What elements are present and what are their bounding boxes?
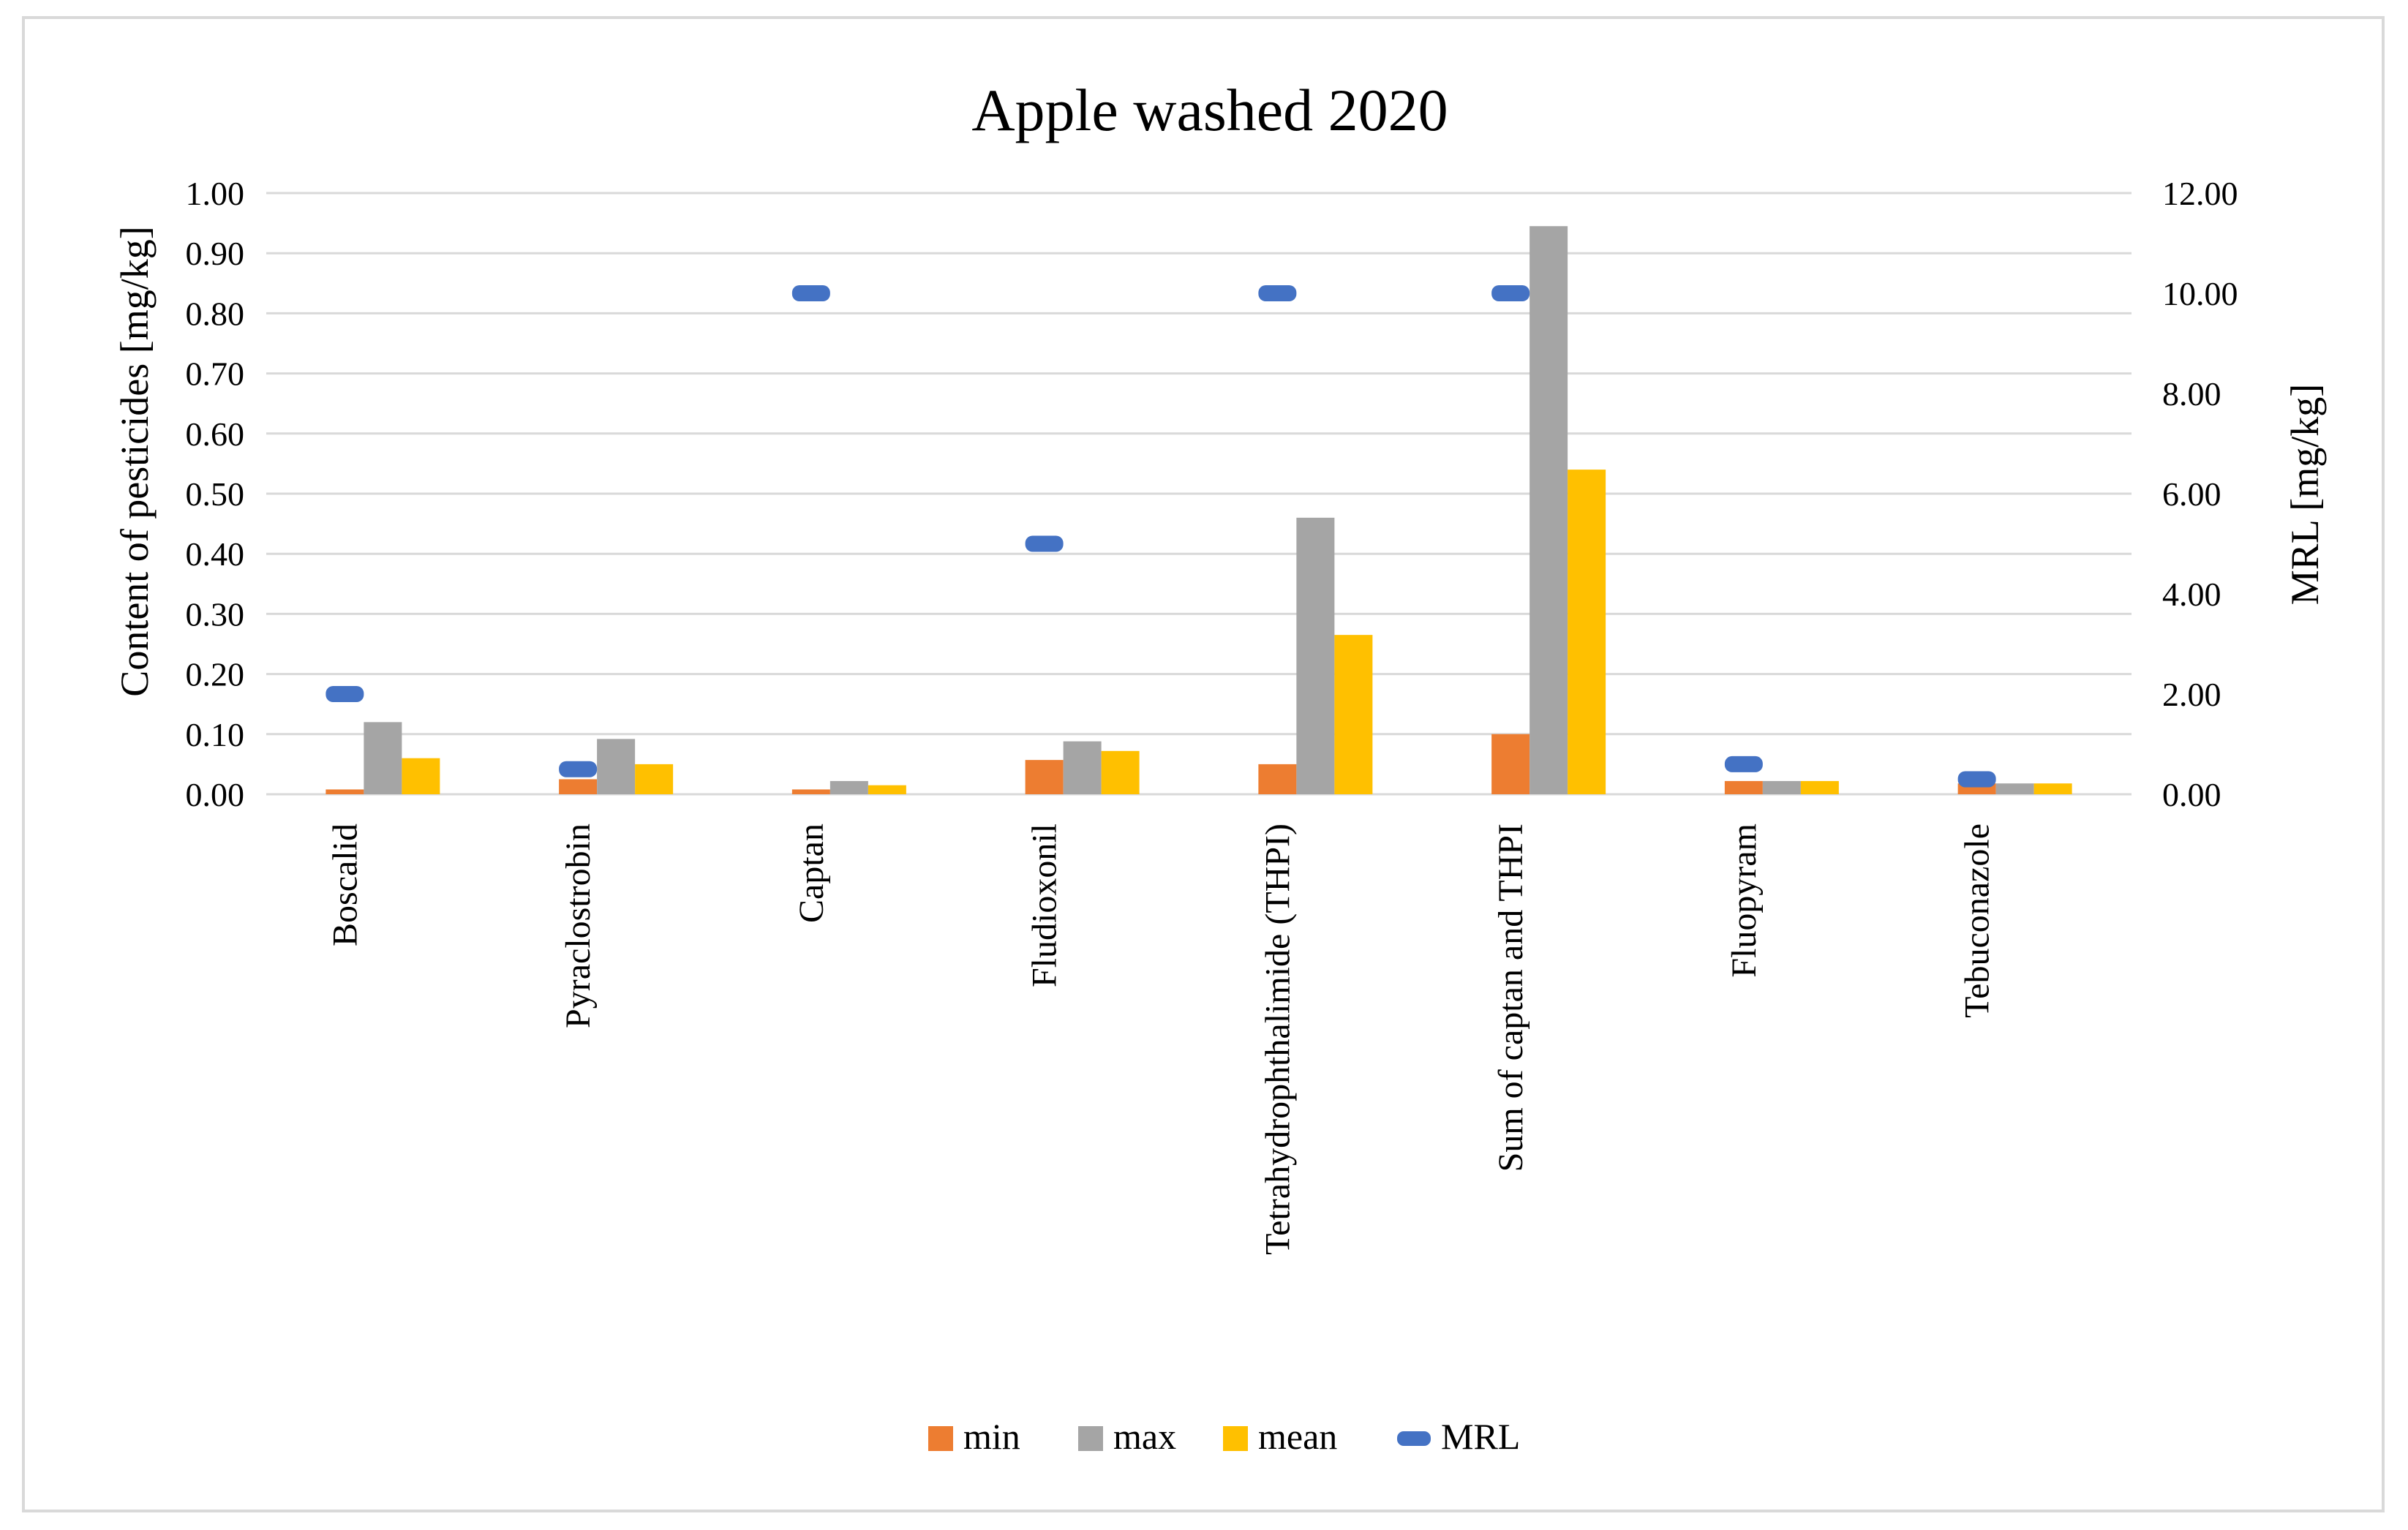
category-labels: Boscalid Pyraclostrobin Captan Fludioxonil T… bbox=[326, 824, 1996, 1255]
bar-min bbox=[326, 789, 364, 794]
bar-max bbox=[597, 739, 636, 794]
bar-mean bbox=[1334, 635, 1373, 794]
left-axis-ticks: 0.00 0.10 0.20 0.30 0.40 0.50 0.60 0.70 0.80 0.90… bbox=[186, 175, 245, 813]
right-tick-label: 6.00 bbox=[2162, 475, 2221, 513]
right-tick-label: 12.00 bbox=[2162, 175, 2238, 212]
gridlines bbox=[266, 192, 2132, 796]
bar-mean bbox=[402, 758, 440, 794]
marker-MRL bbox=[1724, 755, 1763, 772]
bar-min bbox=[559, 779, 598, 794]
bar-min bbox=[1025, 760, 1064, 794]
right-tick-label: 10.00 bbox=[2162, 275, 2238, 312]
bar-mean bbox=[868, 785, 906, 794]
left-tick-label: 1.00 bbox=[186, 175, 245, 212]
legend-swatch-MRL bbox=[1397, 1431, 1431, 1446]
bar-max bbox=[1063, 741, 1102, 794]
marker-MRL bbox=[1258, 285, 1297, 301]
right-axis-ticks: 0.00 2.00 4.00 6.00 8.00 10.00 12.00 bbox=[2162, 175, 2238, 813]
category-label: Sum of captan and THPI bbox=[1491, 824, 1530, 1172]
category-label: Tetrahydrophthalimide (THPI) bbox=[1258, 824, 1297, 1255]
legend-label-MRL: MRL bbox=[1441, 1416, 1520, 1457]
category-label: Captan bbox=[792, 824, 831, 923]
left-tick-label: 0.10 bbox=[186, 716, 245, 753]
category-label: Fludioxonil bbox=[1026, 824, 1064, 987]
bar-mean bbox=[1101, 750, 1140, 794]
left-tick-label: 0.50 bbox=[186, 475, 245, 513]
mrl-markers bbox=[326, 285, 1996, 788]
right-tick-label: 4.00 bbox=[2162, 576, 2221, 613]
bar-max bbox=[1530, 226, 1568, 795]
legend: min max mean MRL bbox=[928, 1416, 1520, 1457]
category-label: Pyraclostrobin bbox=[559, 824, 598, 1028]
marker-MRL bbox=[1491, 285, 1530, 301]
chart-canvas: Apple washed 2020 0.000.100.200.300.400.… bbox=[113, 77, 2327, 1457]
bar-min bbox=[1724, 780, 1763, 794]
legend-swatch-min bbox=[928, 1426, 953, 1451]
category-label: Fluopyram bbox=[1725, 824, 1764, 978]
marker-MRL bbox=[559, 761, 598, 777]
right-tick-label: 8.00 bbox=[2162, 375, 2221, 412]
left-axis-title: Content of pesticides [mg/kg] bbox=[113, 226, 157, 696]
left-tick-label: 0.30 bbox=[186, 595, 245, 633]
left-tick-label: 0.00 bbox=[186, 776, 245, 813]
marker-MRL bbox=[1025, 535, 1064, 552]
bar-mean bbox=[2033, 783, 2072, 794]
bar-max bbox=[1296, 517, 1335, 794]
bar-min bbox=[1491, 734, 1530, 794]
left-tick-label: 0.70 bbox=[186, 355, 245, 393]
bar-mean bbox=[1568, 470, 1606, 794]
chart-frame: Apple washed 2020 0.00 0.10 0.20 0.30 0.40 0.… bbox=[22, 16, 2385, 1512]
right-axis-title: MRL [mg/kg] bbox=[2283, 384, 2327, 605]
bar-mean bbox=[635, 764, 674, 794]
bar-min bbox=[1258, 764, 1297, 794]
bar-max bbox=[829, 780, 868, 794]
legend-label-max: max bbox=[1113, 1416, 1176, 1457]
right-tick-label: 0.00 bbox=[2162, 776, 2221, 813]
left-tick-label: 0.20 bbox=[186, 656, 245, 693]
marker-MRL bbox=[791, 285, 830, 301]
right-tick-label: 2.00 bbox=[2162, 676, 2221, 713]
left-tick-label: 0.40 bbox=[186, 535, 245, 573]
bars bbox=[326, 226, 2072, 795]
legend-label-mean: mean bbox=[1258, 1416, 1337, 1457]
marker-MRL bbox=[326, 686, 364, 702]
bar-max bbox=[1762, 780, 1801, 794]
category-label: Tebuconazole bbox=[1958, 824, 1997, 1018]
bar-max bbox=[1995, 783, 2034, 794]
category-label: Boscalid bbox=[326, 824, 364, 946]
bar-max bbox=[364, 722, 402, 794]
bar-mean bbox=[1800, 780, 1839, 794]
legend-swatch-max bbox=[1078, 1426, 1103, 1451]
left-tick-label: 0.90 bbox=[186, 235, 245, 272]
legend-label-min: min bbox=[963, 1416, 1020, 1457]
left-tick-label: 0.80 bbox=[186, 295, 245, 332]
legend-swatch-mean bbox=[1223, 1426, 1248, 1451]
bar-min bbox=[791, 789, 830, 794]
chart-title: Apple washed 2020 bbox=[971, 77, 1448, 143]
left-tick-label: 0.60 bbox=[186, 415, 245, 453]
marker-MRL bbox=[1957, 771, 1996, 788]
